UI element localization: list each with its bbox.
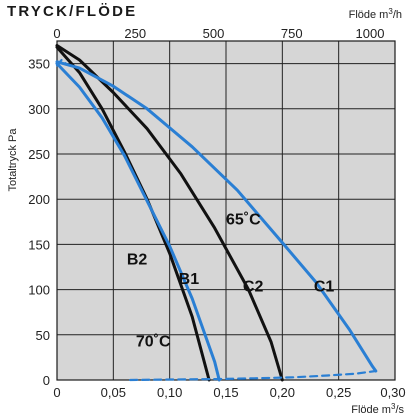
x-tick-label: 0,05 <box>101 385 126 400</box>
y-tick-label: 0 <box>43 373 50 388</box>
y-tick-label: 100 <box>28 283 50 298</box>
x-tick-label: 0,25 <box>326 385 351 400</box>
x-top-axis-label: Flöde m3/h <box>349 7 402 21</box>
curve-label: B1 <box>179 271 200 288</box>
y-axis-label: Totaltryck Pa <box>7 128 19 192</box>
curve-dashed-5 <box>55 58 68 67</box>
curve-label: 70˚C <box>136 334 171 351</box>
x-tick-label: 0,20 <box>270 385 295 400</box>
y-tick-label: 300 <box>28 102 50 117</box>
x-tick-label: 0,30 <box>380 385 405 400</box>
curve-c2 <box>55 44 284 382</box>
chart-title: TRYCK/FLÖDE <box>7 3 137 20</box>
x-axis-label: Flöde m3/s <box>351 402 404 416</box>
y-tick-label: 350 <box>28 57 50 72</box>
x-top-tick-label: 500 <box>203 26 225 41</box>
curve-label: C1 <box>314 278 335 295</box>
y-tick-label: 50 <box>36 328 50 343</box>
y-tick-label: 250 <box>28 147 50 162</box>
curve-c1 <box>55 60 378 373</box>
curve-label: C2 <box>243 278 264 295</box>
plot-frame <box>56 40 396 381</box>
x-top-tick-label: 250 <box>124 26 146 41</box>
curve-label: B2 <box>127 251 148 268</box>
curve-dashed-4 <box>129 369 377 382</box>
curve-b1 <box>55 62 221 382</box>
x-top-tick-label: 1000 <box>356 26 385 41</box>
curve-label: 65˚C <box>226 212 261 229</box>
x-top-tick-label: 0 <box>53 26 60 41</box>
x-tick-label: 0,10 <box>157 385 182 400</box>
x-tick-label: 0 <box>53 385 60 400</box>
x-top-tick-label: 750 <box>281 26 303 41</box>
x-tick-label: 0,15 <box>213 385 238 400</box>
y-tick-label: 150 <box>28 237 50 252</box>
y-tick-label: 200 <box>28 192 50 207</box>
